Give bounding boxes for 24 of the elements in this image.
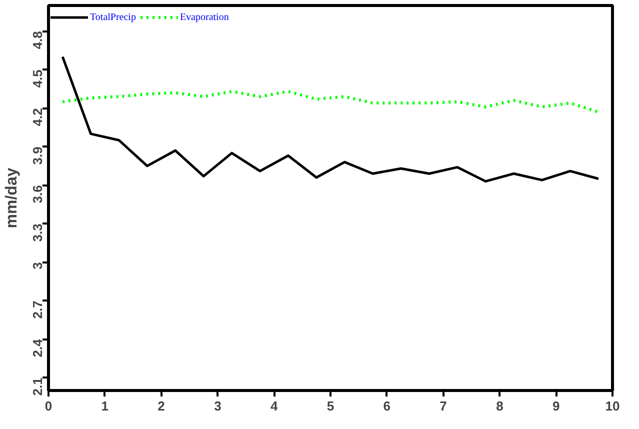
y-tick-label: 2.1 (30, 378, 45, 396)
x-tick-label: 4 (270, 398, 278, 414)
x-tick-label: 7 (440, 398, 447, 414)
x-tick-label: 8 (496, 398, 504, 414)
x-tick-label: 6 (383, 398, 391, 414)
legend-label: Evaporation (180, 12, 229, 22)
y-tick-label: 2.7 (30, 300, 45, 319)
x-tick-label: 3 (214, 398, 222, 414)
x-tick-label: 5 (326, 398, 334, 414)
y-axis-title: mm/day (4, 168, 20, 228)
y-tick-label: 4.5 (30, 70, 45, 88)
y-tick-label: 4.8 (30, 31, 45, 50)
x-tick-label: 2 (158, 398, 165, 414)
x-tick-label: 10 (605, 398, 620, 414)
y-tick-label: 3.9 (30, 146, 45, 165)
y-tick-label: 3 (30, 262, 45, 270)
y-tick-label: 3.6 (30, 185, 45, 204)
x-tick-label: 1 (101, 398, 109, 414)
y-tick-label: 3.3 (30, 224, 45, 242)
x-tick-label: 9 (552, 398, 560, 414)
legend-label: TotalPrecip (90, 12, 136, 22)
y-tick-label: 2.4 (30, 338, 45, 358)
x-tick-label: 0 (44, 398, 52, 414)
y-tick-label: 4.2 (30, 108, 45, 126)
